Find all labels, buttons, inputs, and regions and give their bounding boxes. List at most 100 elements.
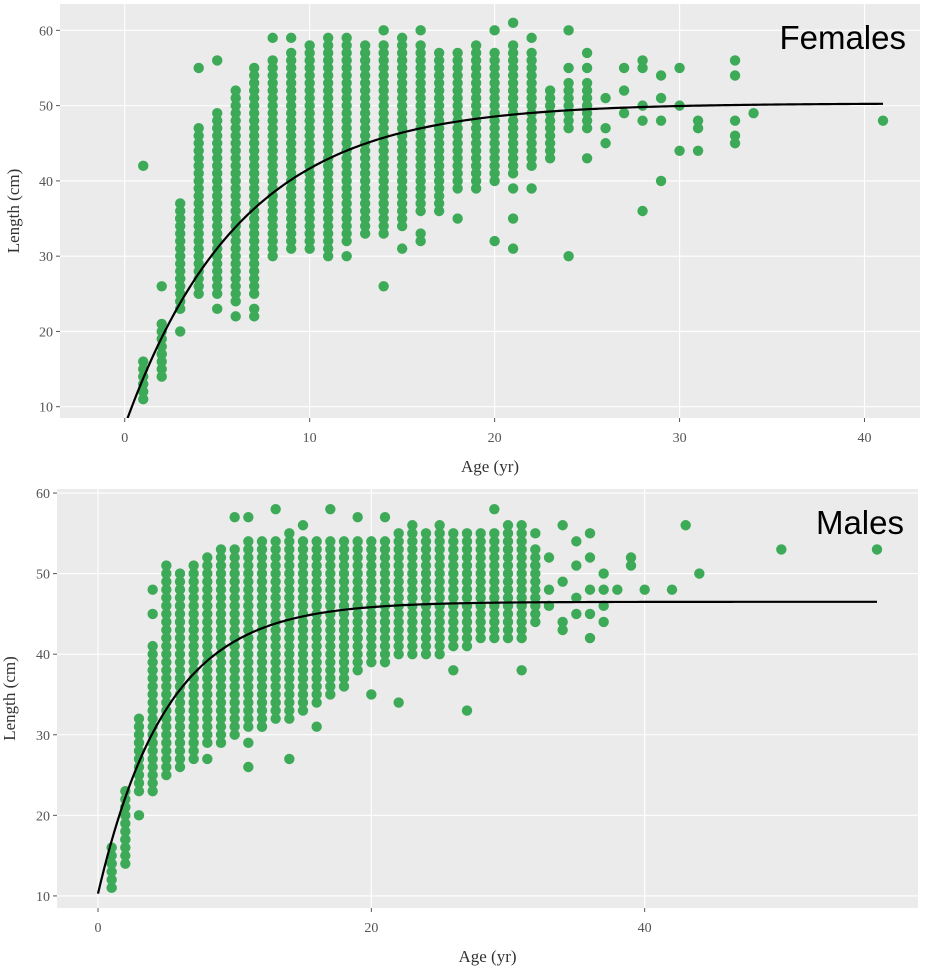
data-point (243, 592, 254, 603)
data-point (202, 705, 213, 716)
data-point (378, 115, 389, 126)
data-point (243, 681, 254, 692)
data-point (256, 568, 268, 579)
data-point (311, 673, 322, 684)
data-point (461, 632, 473, 644)
data-point (359, 183, 371, 194)
data-point (174, 657, 186, 668)
data-point (161, 632, 172, 644)
data-point (407, 608, 418, 620)
data-point (516, 608, 527, 620)
data-point (526, 55, 537, 66)
data-point (202, 648, 213, 660)
data-point (341, 175, 352, 187)
data-point (147, 713, 158, 724)
data-point (637, 115, 648, 126)
data-point (311, 721, 322, 732)
data-point (270, 584, 281, 595)
data-point (359, 40, 371, 51)
data-point (325, 503, 336, 515)
data-point (175, 235, 186, 247)
data-point (285, 107, 297, 119)
data-point (396, 153, 408, 164)
data-point (448, 552, 459, 563)
data-point (396, 198, 408, 209)
data-point (563, 250, 574, 262)
data-point (147, 777, 158, 789)
data-point (270, 624, 281, 636)
data-point (637, 205, 648, 217)
data-point (378, 47, 389, 59)
data-point (396, 40, 408, 51)
data-point (366, 657, 377, 668)
data-point (396, 213, 408, 224)
data-point (475, 632, 486, 644)
data-point (507, 77, 519, 89)
data-point (147, 640, 158, 652)
data-point (415, 55, 426, 66)
data-point (452, 213, 463, 224)
data-point (366, 640, 377, 652)
data-point (212, 55, 223, 66)
data-point (230, 190, 241, 202)
data-point (212, 115, 223, 126)
data-point (637, 62, 648, 74)
data-point (407, 592, 418, 603)
data-point (174, 681, 186, 692)
data-point (212, 138, 223, 149)
data-point (489, 616, 500, 628)
data-point (366, 568, 377, 579)
data-point (215, 705, 227, 716)
data-point (378, 198, 389, 209)
data-point (297, 544, 309, 555)
data-point (284, 624, 295, 636)
data-point (322, 228, 334, 239)
data-point (452, 70, 463, 81)
data-point (188, 648, 199, 660)
data-point (256, 544, 268, 555)
data-point (871, 544, 883, 555)
data-point (285, 205, 297, 217)
data-point (229, 512, 240, 523)
data-point (325, 648, 336, 660)
data-point (229, 673, 240, 684)
data-point (193, 288, 204, 299)
data-point (311, 624, 322, 636)
data-point (584, 584, 596, 595)
data-point (297, 705, 309, 716)
data-point (256, 697, 268, 708)
data-point (174, 584, 186, 595)
data-point (193, 153, 204, 164)
data-point (420, 592, 432, 603)
data-point (448, 665, 459, 676)
data-point (475, 624, 486, 636)
data-point (256, 640, 268, 652)
data-point (452, 138, 463, 149)
data-point (297, 592, 309, 603)
data-point (433, 138, 445, 149)
y-axis-label: Length (cm) (4, 169, 23, 254)
data-point (341, 77, 352, 89)
data-point (379, 552, 391, 563)
data-point (174, 673, 186, 684)
data-point (311, 552, 322, 563)
data-point (188, 632, 199, 644)
data-point (202, 665, 213, 676)
data-point (202, 568, 213, 579)
data-point (502, 592, 514, 603)
data-point (352, 608, 363, 620)
data-point (304, 145, 315, 156)
data-point (161, 624, 172, 636)
data-point (270, 705, 281, 716)
data-point (248, 266, 260, 277)
data-point (530, 592, 541, 603)
data-point (202, 600, 213, 612)
data-point (243, 761, 254, 773)
data-point (267, 100, 278, 111)
data-point (175, 326, 186, 337)
data-point (212, 213, 223, 224)
data-point (452, 145, 463, 156)
data-point (434, 584, 445, 595)
data-point (694, 568, 705, 579)
data-point (174, 729, 186, 740)
